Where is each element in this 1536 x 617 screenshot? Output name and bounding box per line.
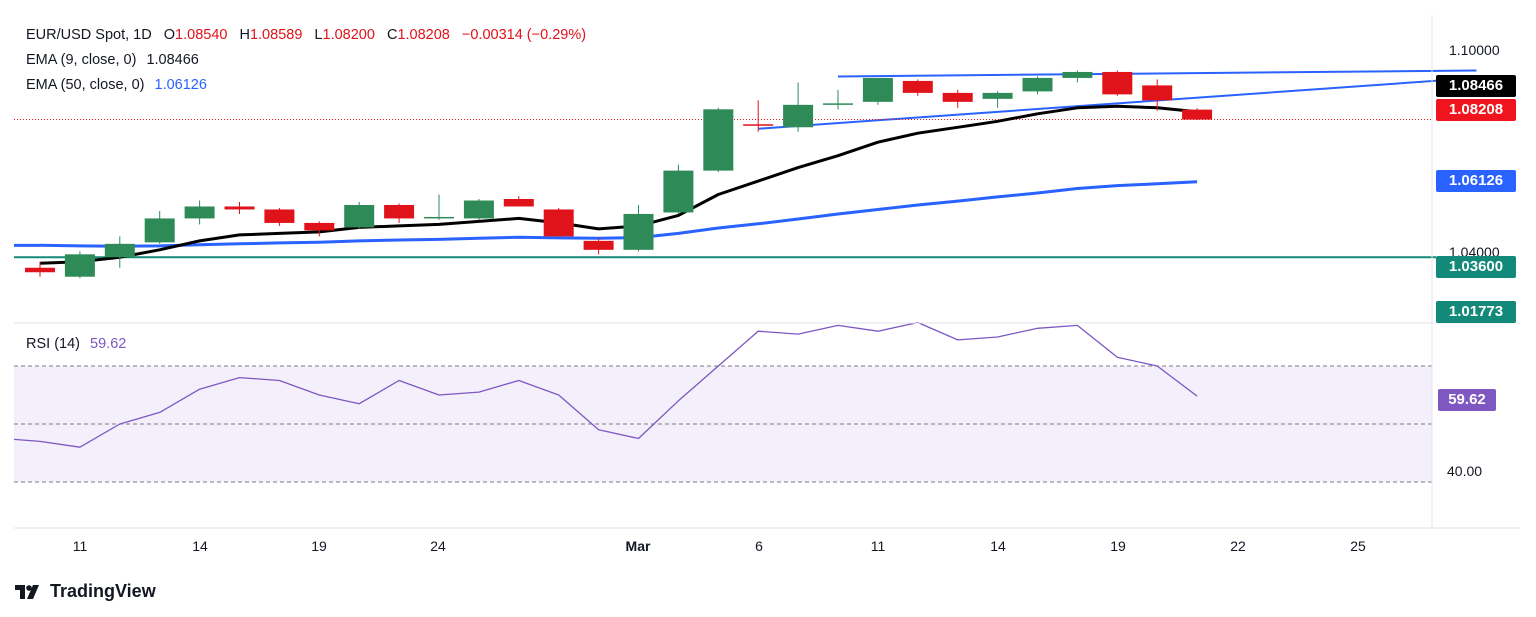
ema50-price-tag: 1.06126 [1436,170,1516,192]
tradingview-brand[interactable]: TradingView [14,581,156,602]
ema9-price-tag: 1.08466 [1436,75,1516,97]
x-label: 11 [870,538,886,554]
support2-price-tag: 1.01773 [1436,301,1516,323]
low-value: 1.08200 [322,27,375,43]
candle-body [25,267,55,273]
open-label: O [163,27,176,43]
trendline-lower [758,76,1477,130]
close-label: C [386,27,398,43]
candle-body [1022,77,1053,92]
candle-body [543,209,574,237]
candle-body [982,92,1013,99]
rsi-line [39,321,1198,448]
rsi-line-start [13,438,41,443]
ema9-legend: EMA (9, close, 0) 1.08466 [26,52,199,68]
candle-body [463,200,494,219]
rsi-legend-label: RSI (14) [26,336,80,352]
price-pane [14,69,1477,279]
support-price-tag: 1.03600 [1436,256,1516,278]
close-value: 1.08208 [397,27,450,43]
ema50-line [39,180,1198,248]
ema9-legend-value: 1.08466 [146,52,199,68]
candle-body [104,243,135,258]
x-label: 24 [430,538,446,554]
tradingview-logo-icon [15,584,39,599]
candle-body [424,216,454,219]
x-label: 22 [1230,538,1246,554]
trendline-upper [837,69,1477,78]
candle-body [663,170,694,213]
candle-body [783,104,814,128]
candle-body [1102,71,1133,95]
close-price-tag: 1.08208 [1436,99,1516,121]
price-axis-label-top: 1.10000 [1449,42,1500,58]
x-label: 11 [72,538,88,554]
high-value: 1.08589 [249,27,303,43]
candle-body [623,213,654,250]
ohlc-legend: EUR/USD Spot, 1D O1.08540 H1.08589 L1.08… [26,27,586,43]
candle-body [344,204,375,228]
candle-body [942,92,973,102]
candle-body [1142,85,1173,101]
candle-body [503,199,534,207]
ema50-legend: EMA (50, close, 0) 1.06126 [26,77,207,93]
change-value: −0.00314 (−0.29%) [461,27,587,43]
candle-body [743,124,774,126]
x-label: Mar [625,538,651,554]
open-value: 1.08540 [175,27,228,43]
candle-body [862,77,893,102]
candle-body [1182,109,1213,120]
candle-body [144,218,175,243]
candle-body [1062,71,1093,78]
rsi-legend-value: 59.62 [90,336,127,352]
symbol-title: EUR/USD Spot, 1D [26,27,152,43]
candle-body [583,240,614,250]
rsi-axis-label: 40.00 [1447,463,1483,479]
x-label: 25 [1350,538,1366,554]
rsi-legend: RSI (14) 59.62 [26,336,126,352]
x-label: 19 [1110,538,1126,554]
x-label: 14 [990,538,1006,554]
rsi-pane [13,321,1432,483]
candle-body [224,206,255,210]
rsi-value-tag: 59.62 [1438,389,1496,411]
candle-body [184,206,215,219]
ema50-legend-value: 1.06126 [154,77,207,93]
candle-body [384,204,415,219]
high-label: H [239,27,250,43]
candle-body [823,103,853,105]
x-label: 19 [311,538,327,554]
x-label: 14 [192,538,208,554]
brand-name: TradingView [50,581,156,601]
ema9-legend-label: EMA (9, close, 0) [26,52,137,68]
ema50-legend-label: EMA (50, close, 0) [26,77,145,93]
candle-body [64,254,95,277]
low-label: L [314,27,323,43]
candle-body [703,109,734,171]
candle-body [304,222,335,231]
candle-body [902,80,933,93]
candle-body [264,209,295,223]
ema9-line [39,104,1198,265]
x-label: 6 [755,538,763,554]
